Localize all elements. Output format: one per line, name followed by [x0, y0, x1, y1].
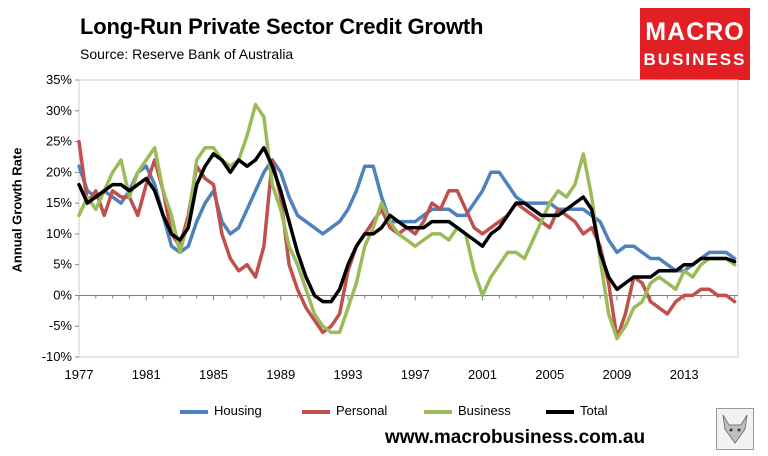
- y-tick-label: 5%: [53, 257, 72, 272]
- chart-title: Long-Run Private Sector Credit Growth: [80, 14, 484, 39]
- legend-label-housing: Housing: [214, 403, 262, 418]
- x-tick-label: 1977: [65, 367, 94, 382]
- legend-swatch-business: [424, 410, 452, 414]
- logo-line-2: BUSINESS: [643, 50, 747, 69]
- chart-subtitle: Source: Reserve Bank of Australia: [80, 46, 294, 62]
- series-line-total: [77, 145, 737, 304]
- fox-mascot-icon: [716, 408, 754, 450]
- x-tick-label: 2005: [535, 367, 564, 382]
- plot-area: [78, 79, 739, 358]
- y-tick-label: -10%: [42, 349, 73, 364]
- legend-swatch-total: [546, 410, 574, 414]
- x-tick-label: 1985: [199, 367, 228, 382]
- y-tick-label: -5%: [49, 318, 73, 333]
- x-tick-label: 2001: [468, 367, 497, 382]
- y-tick-label: 10%: [46, 226, 72, 241]
- legend-label-personal: Personal: [336, 403, 388, 418]
- y-tick-label: 20%: [46, 164, 72, 179]
- legend-label-business: Business: [458, 403, 511, 418]
- x-tick-label: 1989: [266, 367, 295, 382]
- y-tick-label: 35%: [46, 72, 72, 87]
- x-tick-label: 1981: [132, 367, 161, 382]
- logo-line-1: MACRO: [645, 18, 745, 46]
- x-tick-label: 1997: [401, 367, 430, 382]
- website-url: www.macrobusiness.com.au: [385, 427, 646, 448]
- legend-swatch-housing: [180, 410, 208, 414]
- macrobusiness-logo: MACRO BUSINESS: [640, 8, 750, 80]
- y-tick-label: 30%: [46, 103, 72, 118]
- x-tick-label: 2013: [670, 367, 699, 382]
- series-line-housing: [77, 158, 737, 273]
- legend-label-total: Total: [580, 403, 608, 418]
- x-tick-label: 2009: [602, 367, 631, 382]
- y-tick-label: 25%: [46, 134, 72, 149]
- y-tick-label: 0%: [53, 287, 72, 302]
- credit-growth-chart: -10% -5% 0% 5% 10% 15% 20% 25% 30% 35% 1977 1981 198…: [42, 72, 739, 382]
- y-tick-label: 15%: [46, 195, 72, 210]
- legend-swatch-personal: [302, 410, 330, 414]
- x-tick-label: 1993: [334, 367, 363, 382]
